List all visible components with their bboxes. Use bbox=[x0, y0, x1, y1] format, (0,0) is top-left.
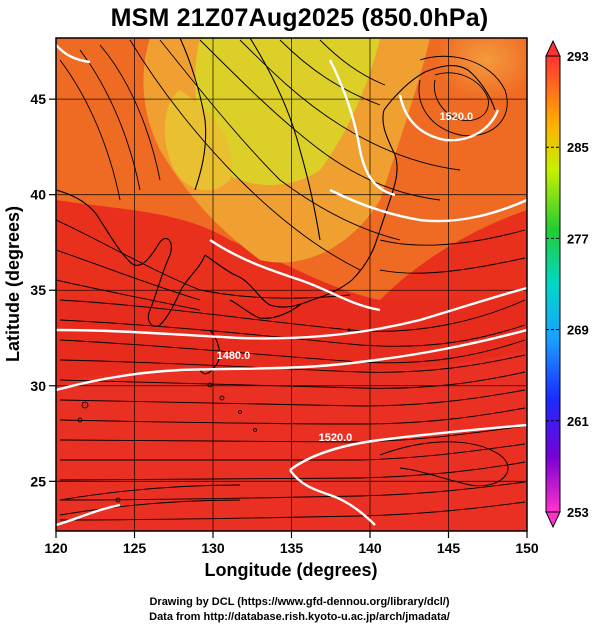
coastlines bbox=[56, 38, 496, 375]
y-axis-label: Latitude (degrees) bbox=[3, 206, 23, 362]
colorbar: 293 285 277 269 261 253 bbox=[545, 39, 589, 529]
colorbar-tick-label: 253 bbox=[567, 505, 589, 520]
x-axis-label: Longitude (degrees) bbox=[204, 560, 377, 580]
colorbar-tick-label: 269 bbox=[567, 323, 589, 338]
wind-streamlines bbox=[56, 39, 526, 521]
colorbar-max-arrow bbox=[545, 39, 561, 57]
contour-label: 1520.0 bbox=[319, 432, 353, 444]
longitude-axis: 120 125 130 135 140 145 150 bbox=[44, 531, 539, 556]
colorbar-tick-label: 277 bbox=[567, 231, 589, 246]
contour-label: 1480.0 bbox=[217, 350, 251, 362]
lat-lon-grid bbox=[56, 38, 527, 531]
contour-label: 1520.0 bbox=[440, 111, 474, 123]
y-tick-label: 40 bbox=[30, 187, 46, 203]
colorbar-ticks: 293 285 277 269 261 253 bbox=[546, 49, 589, 520]
colorbar-tick-label: 285 bbox=[567, 140, 589, 155]
x-tick-label: 130 bbox=[201, 540, 225, 556]
colorbar-tick-label: 261 bbox=[567, 414, 589, 429]
map-title: MSM 21Z07Aug2025 (850.0hPa) bbox=[110, 4, 489, 32]
colorbar-min-arrow bbox=[545, 511, 561, 529]
y-tick-label: 45 bbox=[30, 91, 46, 107]
credit-data: Data from http://database.rish.kyoto-u.a… bbox=[149, 611, 450, 623]
credit-drawing: Drawing by DCL (https://www.gfd-dennou.o… bbox=[149, 596, 450, 608]
latitude-axis: 25 30 35 40 45 bbox=[30, 91, 56, 489]
x-tick-label: 145 bbox=[437, 540, 461, 556]
x-tick-label: 135 bbox=[280, 540, 304, 556]
temperature-field: 1480.0 1520.0 1520.0 bbox=[56, 38, 527, 531]
x-tick-label: 140 bbox=[358, 540, 382, 556]
x-tick-label: 125 bbox=[123, 540, 147, 556]
y-tick-label: 35 bbox=[30, 282, 46, 298]
x-tick-label: 120 bbox=[44, 540, 68, 556]
x-tick-label: 150 bbox=[515, 540, 539, 556]
y-tick-label: 30 bbox=[30, 378, 46, 394]
geopotential-contours bbox=[56, 44, 527, 527]
colorbar-tick-label: 293 bbox=[567, 49, 589, 64]
y-tick-label: 25 bbox=[30, 473, 46, 489]
contour-labels: 1480.0 1520.0 1520.0 bbox=[217, 111, 474, 444]
